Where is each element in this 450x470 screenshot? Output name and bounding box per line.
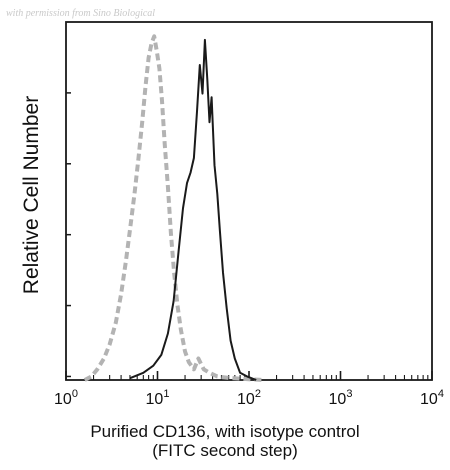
cd136-line bbox=[129, 38, 257, 381]
watermark-text: with permission from Sino Biological bbox=[6, 8, 156, 19]
y-axis-ticks bbox=[66, 92, 71, 378]
x-tick-label: 104 bbox=[420, 388, 444, 408]
plot-frame bbox=[65, 21, 433, 381]
series-group bbox=[83, 34, 266, 382]
isotype-control-line bbox=[83, 34, 266, 382]
x-tick-label: 102 bbox=[237, 388, 261, 408]
x-axis-ticks: 100 101 102 103 104 bbox=[54, 371, 444, 408]
x-tick-label: 103 bbox=[329, 388, 353, 408]
x-tick-label: 101 bbox=[146, 388, 170, 408]
y-axis-label: Relative Cell Number bbox=[20, 95, 43, 295]
x-axis-label-line-1: Purified CD136, with isotype control bbox=[90, 422, 360, 441]
x-tick-label: 100 bbox=[54, 388, 78, 408]
x-axis-label-line-2: (FITC second step) bbox=[152, 441, 298, 460]
